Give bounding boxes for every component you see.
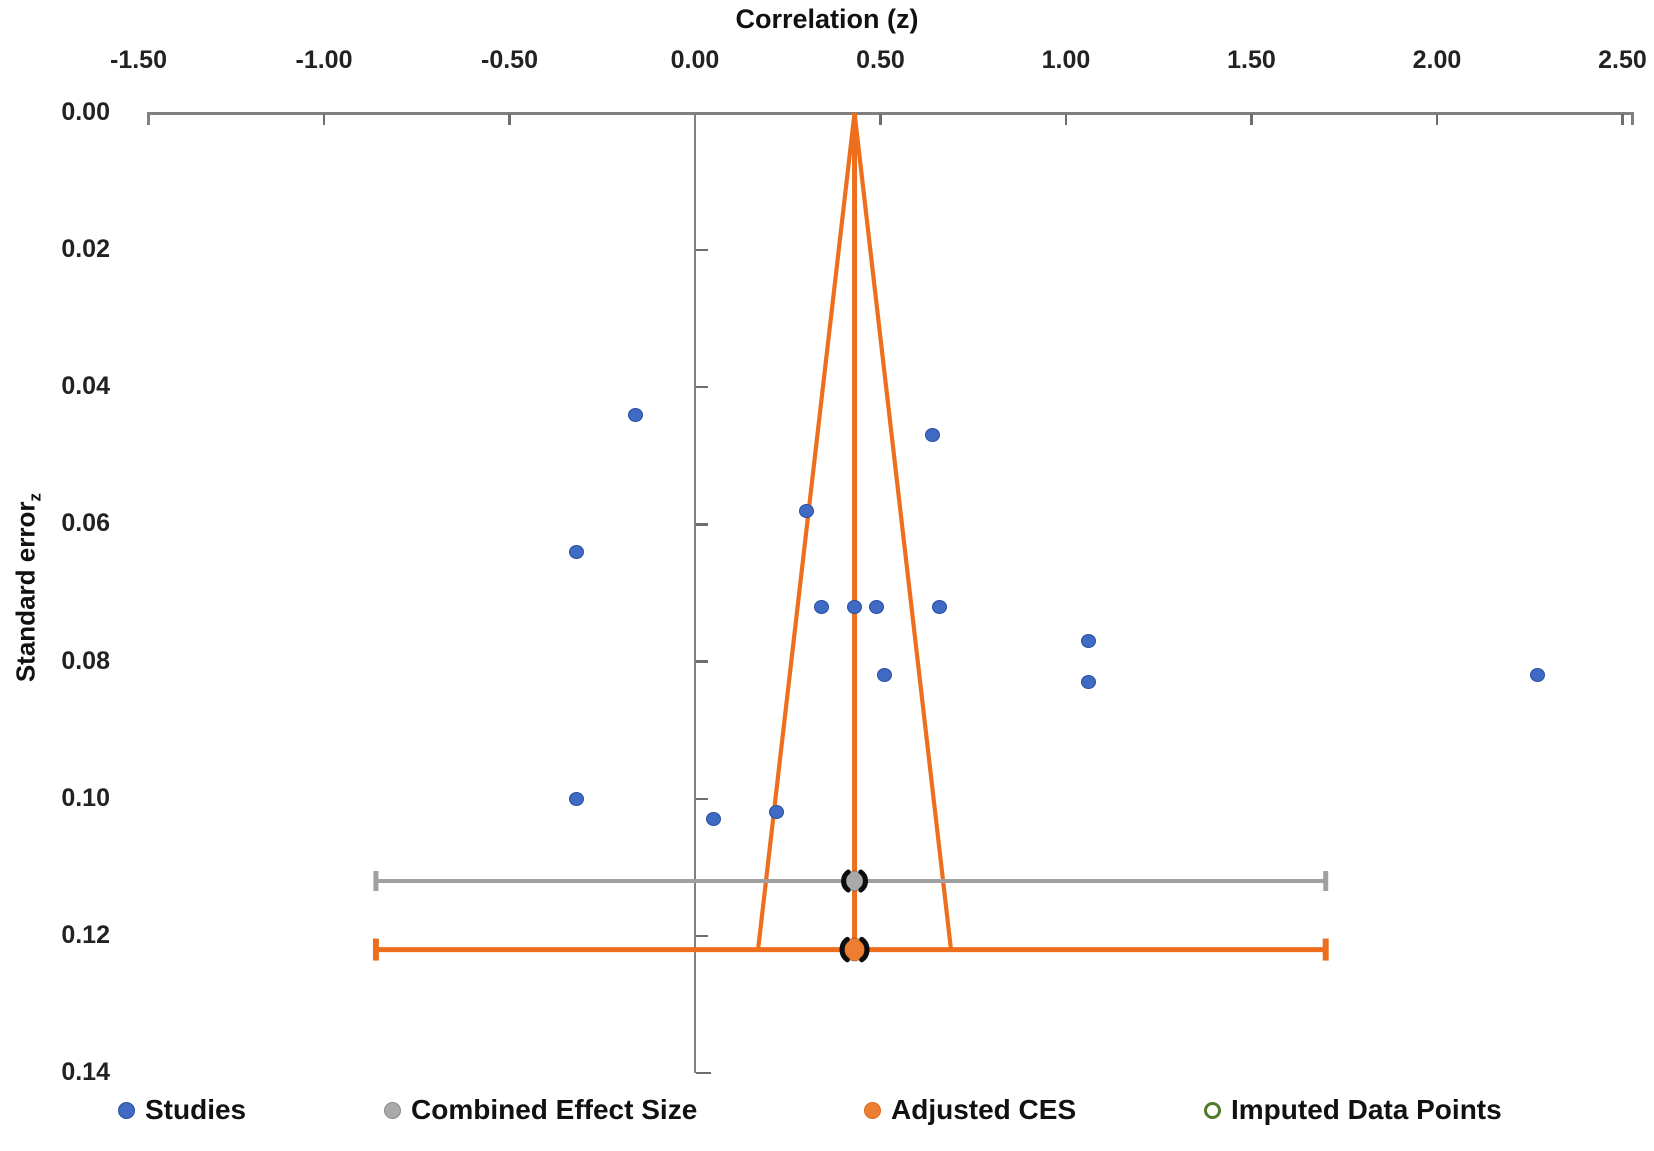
legend-label: Imputed Data Points (1231, 1094, 1502, 1125)
study-point (924, 428, 940, 443)
study-point (1529, 668, 1545, 683)
x-tick-label: 0.00 (670, 46, 720, 74)
y-axis-tick (696, 386, 708, 389)
study-point (769, 805, 785, 820)
study-point (1080, 675, 1096, 690)
x-tick-label: 0.50 (856, 46, 905, 74)
combined-effect-size-right-bracket (858, 869, 869, 893)
adjusted-ces-left-bracket (839, 936, 850, 963)
study-point (869, 599, 885, 614)
studies-marker-icon (118, 1101, 135, 1119)
x-tick-label: 2.00 (1412, 46, 1462, 74)
imputed-data-points-marker-icon (1204, 1101, 1221, 1119)
combined-effect-size-marker-icon (384, 1101, 401, 1119)
y-axis-line (693, 113, 697, 1073)
y-axis-tick (696, 248, 708, 252)
y-tick-label: 0.10 (61, 783, 110, 812)
y-axis-tick (696, 523, 708, 526)
x-axis-tick (879, 114, 882, 125)
funnel-right-line (852, 112, 954, 950)
study-point (798, 503, 814, 518)
study-point (1080, 634, 1096, 648)
y-axis-tick (696, 1071, 711, 1075)
y-tick-label: 0.00 (61, 98, 110, 126)
y-tick-label: 0.08 (61, 646, 110, 675)
legend-label: Studies (145, 1094, 247, 1125)
x-axis-tick (508, 114, 511, 125)
y-tick-label: 0.04 (61, 372, 110, 401)
legend-item-adjusted-ces: Adjusted CES (864, 1090, 1076, 1130)
y-tick-label: 0.14 (61, 1058, 110, 1086)
legend-label: Combined Effect Size (411, 1094, 698, 1125)
study-point (568, 544, 584, 559)
x-axis-line (147, 112, 1634, 115)
legend-item-imputed-data-points: Imputed Data Points (1204, 1090, 1502, 1130)
y-axis-tick (696, 660, 708, 663)
y-tick-label: 0.02 (61, 235, 110, 264)
x-axis-tick (1064, 114, 1068, 125)
study-point (813, 599, 829, 614)
legend-item-combined-effect-size: Combined Effect Size (384, 1090, 697, 1130)
legend-item-studies: Studies (118, 1090, 246, 1130)
x-tick-label: 2.50 (1598, 46, 1647, 74)
study-point (847, 599, 863, 614)
study-point (628, 407, 644, 422)
x-axis-tick (1250, 114, 1253, 125)
combined-effect-size-left-bracket (841, 869, 851, 893)
x-tick-label: -1.00 (295, 46, 353, 74)
legend-label: Adjusted CES (891, 1094, 1077, 1125)
x-axis-end-tick (1631, 112, 1634, 125)
funnel-left-line (755, 112, 857, 950)
x-axis-title: Correlation (z) (735, 4, 919, 34)
study-point (568, 791, 584, 806)
adjusted-ces-right-bracket (859, 936, 870, 963)
y-tick-label: 0.06 (61, 509, 110, 538)
study-point (706, 812, 722, 827)
x-tick-label: 1.50 (1227, 46, 1276, 74)
y-tick-label: 0.12 (61, 920, 110, 949)
x-axis-tick (322, 114, 326, 125)
x-axis-tick (1435, 114, 1439, 125)
x-tick-label: 1.00 (1041, 46, 1091, 74)
y-axis-tick (696, 934, 708, 938)
y-axis-tick (696, 797, 708, 800)
adjusted-ces-marker-icon (864, 1101, 881, 1119)
x-tick-label: -0.50 (481, 46, 538, 74)
study-point (932, 599, 948, 614)
study-point (876, 668, 892, 683)
x-tick-label: -1.50 (110, 46, 167, 74)
x-axis-end-tick (147, 112, 150, 125)
x-axis-tick (1621, 114, 1624, 125)
